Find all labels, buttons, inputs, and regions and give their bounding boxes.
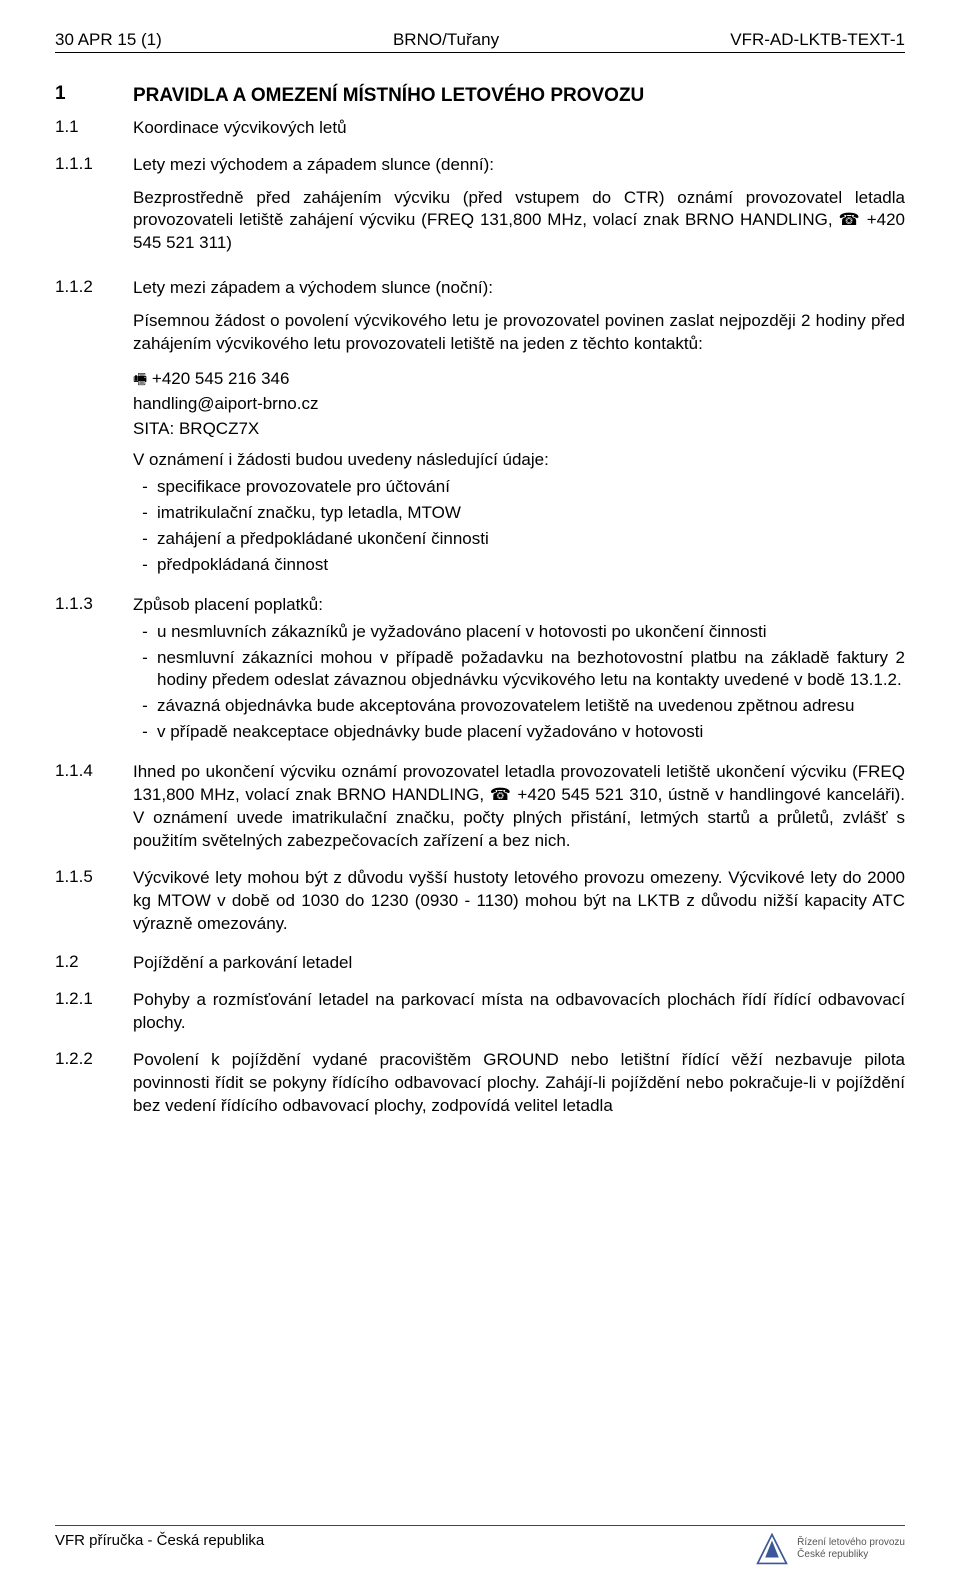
list-item: -zahájení a předpokládané ukončení činno…: [133, 528, 905, 551]
bullet-text: u nesmluvních zákazníků je vyžadováno pl…: [157, 621, 905, 644]
bullet-text: zahájení a předpokládané ukončení činnos…: [157, 528, 905, 551]
contact-sita: SITA: BRQCZ7X: [133, 418, 905, 441]
list-item: -u nesmluvních zákazníků je vyžadováno p…: [133, 621, 905, 644]
fax-number: +420 545 216 346: [147, 369, 289, 388]
dash-icon: -: [133, 476, 157, 499]
phone-icon: ☎: [838, 210, 860, 229]
item-heading: Lety mezi východem a západem slunce (den…: [133, 154, 905, 177]
dash-icon: -: [133, 502, 157, 525]
item-1-2-1: 1.2.1 Pohyby a rozmísťování letadel na p…: [55, 989, 905, 1035]
footer-logo: Řízení letového provozu České republiky: [755, 1532, 905, 1566]
item-number: 1.1.3: [55, 594, 133, 748]
bullet-list-1-1-3: -u nesmluvních zákazníků je vyžadováno p…: [133, 621, 905, 745]
dash-icon: -: [133, 647, 157, 693]
bullet-list-1-1-2: -specifikace provozovatele pro účtování …: [133, 476, 905, 577]
subsection-title: Pojíždění a parkování letadel: [133, 952, 905, 975]
subsection-1-2: 1.2 Pojíždění a parkování letadel: [55, 952, 905, 975]
bullet-text: nesmluvní zákazníci mohou v případě poža…: [157, 647, 905, 693]
list-item: -nesmluvní zákazníci mohou v případě pož…: [133, 647, 905, 693]
item-1-1-2: 1.1.2 Lety mezi západem a východem slunc…: [55, 277, 905, 579]
item-heading: Lety mezi západem a východem slunce (noč…: [133, 277, 905, 300]
item-number: 1.1.5: [55, 867, 133, 936]
section-heading: PRAVIDLA A OMEZENÍ MÍSTNÍHO LETOVÉHO PRO…: [133, 83, 905, 109]
contact-fax: +420 545 216 346: [133, 368, 905, 391]
header-location: BRNO/Tuřany: [162, 30, 730, 50]
bullet-text: předpokládaná činnost: [157, 554, 905, 577]
item-body: Lety mezi západem a východem slunce (noč…: [133, 277, 905, 579]
item-body: Povolení k pojíždění vydané pracovištěm …: [133, 1049, 905, 1118]
subsection-1-1: 1.1 Koordinace výcvikových letů: [55, 117, 905, 140]
list-item: -předpokládaná činnost: [133, 554, 905, 577]
phone-icon: ☎: [490, 785, 512, 804]
item-1-1-5: 1.1.5 Výcvikové lety mohou být z důvodu …: [55, 867, 905, 936]
item-heading: Způsob placení poplatků:: [133, 594, 905, 617]
page: 30 APR 15 (1) BRNO/Tuřany VFR-AD-LKTB-TE…: [0, 0, 960, 1586]
item-body: Lety mezi východem a západem slunce (den…: [133, 154, 905, 268]
dash-icon: -: [133, 721, 157, 744]
item-number: 1.2.2: [55, 1049, 133, 1118]
item-number: 1.2.1: [55, 989, 133, 1035]
section-1-title: 1 PRAVIDLA A OMEZENÍ MÍSTNÍHO LETOVÉHO P…: [55, 83, 905, 109]
subsection-title: Koordinace výcvikových letů: [133, 117, 905, 140]
item-1-2-2: 1.2.2 Povolení k pojíždění vydané pracov…: [55, 1049, 905, 1118]
text-part-a: Bezprostředně před zahájením výcviku (př…: [133, 188, 905, 230]
list-item: -imatrikulační značku, typ letadla, MTOW: [133, 502, 905, 525]
item-text: Bezprostředně před zahájením výcviku (př…: [133, 187, 905, 256]
item-body: Způsob placení poplatků: -u nesmluvních …: [133, 594, 905, 748]
list-item: -v případě neakceptace objednávky bude p…: [133, 721, 905, 744]
item-number: 1.1.1: [55, 154, 133, 268]
item-text-2: V oznámení i žádosti budou uvedeny násle…: [133, 449, 905, 472]
bullet-text: specifikace provozovatele pro účtování: [157, 476, 905, 499]
bullet-text: závazná objednávka bude akceptována prov…: [157, 695, 905, 718]
footer-logo-text: Řízení letového provozu České republiky: [797, 1537, 905, 1561]
bullet-text: v případě neakceptace objednávky bude pl…: [157, 721, 905, 744]
item-number: 1.1.2: [55, 277, 133, 579]
subsection-number: 1.1: [55, 117, 133, 140]
dash-icon: -: [133, 621, 157, 644]
item-body: Výcvikové lety mohou být z důvodu vyšší …: [133, 867, 905, 936]
page-header: 30 APR 15 (1) BRNO/Tuřany VFR-AD-LKTB-TE…: [55, 30, 905, 53]
subsection-number: 1.2: [55, 952, 133, 975]
item-text-1: Písemnou žádost o povolení výcvikového l…: [133, 310, 905, 356]
bullet-text: imatrikulační značku, typ letadla, MTOW: [157, 502, 905, 525]
contact-email: handling@aiport-brno.cz: [133, 393, 905, 416]
page-footer: VFR příručka - Česká republika Řízení le…: [55, 1525, 905, 1566]
fax-icon: [133, 369, 147, 388]
dash-icon: -: [133, 554, 157, 577]
logo-line-1: Řízení letového provozu: [797, 1537, 905, 1549]
dash-icon: -: [133, 695, 157, 718]
item-1-1-1: 1.1.1 Lety mezi východem a západem slunc…: [55, 154, 905, 268]
contact-block: +420 545 216 346 handling@aiport-brno.cz…: [133, 368, 905, 441]
item-body: Ihned po ukončení výcviku oznámí provozo…: [133, 761, 905, 853]
atc-logo-icon: [755, 1532, 789, 1566]
item-body: Pohyby a rozmísťování letadel na parkova…: [133, 989, 905, 1035]
list-item: -specifikace provozovatele pro účtování: [133, 476, 905, 499]
header-docid: VFR-AD-LKTB-TEXT-1: [730, 30, 905, 50]
section-number: 1: [55, 83, 133, 109]
dash-icon: -: [133, 528, 157, 551]
item-1-1-4: 1.1.4 Ihned po ukončení výcviku oznámí p…: [55, 761, 905, 853]
footer-left: VFR příručka - Česká republika: [55, 1532, 264, 1549]
item-1-1-3: 1.1.3 Způsob placení poplatků: -u nesmlu…: [55, 594, 905, 748]
logo-line-2: České republiky: [797, 1549, 905, 1561]
list-item: -závazná objednávka bude akceptována pro…: [133, 695, 905, 718]
header-date: 30 APR 15 (1): [55, 30, 162, 50]
item-number: 1.1.4: [55, 761, 133, 853]
